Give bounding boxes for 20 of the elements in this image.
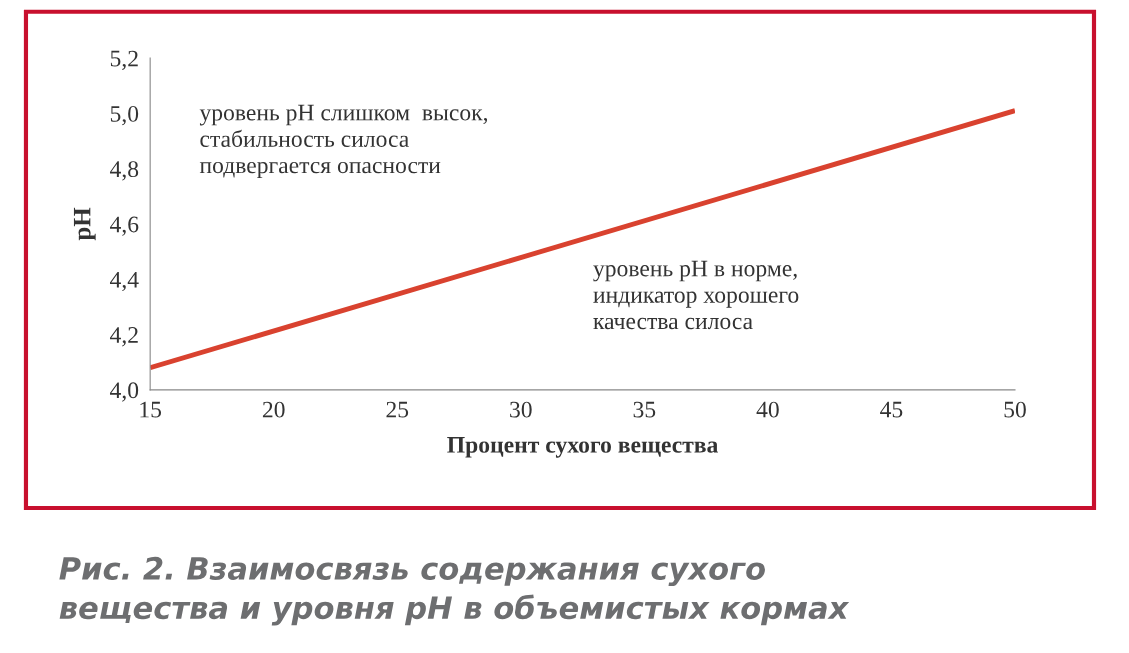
x-axis-title: Процент сухого вещества [447, 437, 718, 458]
y-tick-label: 4,6 [109, 216, 139, 236]
y-tick-label: 4,0 [109, 382, 139, 402]
x-tick-label: 35 [633, 401, 656, 418]
y-tick-label: 5,0 [110, 105, 139, 126]
x-tick-label: 25 [386, 401, 409, 418]
annotation: уровень pH слишком высок, стабильность силоса подвергается опасности [199, 104, 488, 179]
x-tick-label: 30 [510, 401, 532, 418]
x-tick-label: 40 [756, 401, 779, 418]
y-tick-label: 4,2 [109, 327, 138, 347]
x-tick-label: 45 [880, 401, 903, 418]
text: Рис. 2. Взаимосвязь содержания сухого вещества и уровня pH в объемистых кормах [59, 556, 850, 626]
y-tick-label: 5,2 [110, 50, 138, 70]
y-axis-title: pH [73, 207, 96, 241]
y-tick-label: 4,8 [109, 161, 139, 181]
x-tick-label: 20 [262, 401, 285, 418]
y-tick-label: 4,4 [109, 271, 139, 292]
x-tick-label: 15 [140, 401, 162, 418]
annotation: уровень pH в норме, индикатор хорошего качества силоса [593, 260, 799, 330]
x-tick-label: 50 [1004, 401, 1026, 418]
